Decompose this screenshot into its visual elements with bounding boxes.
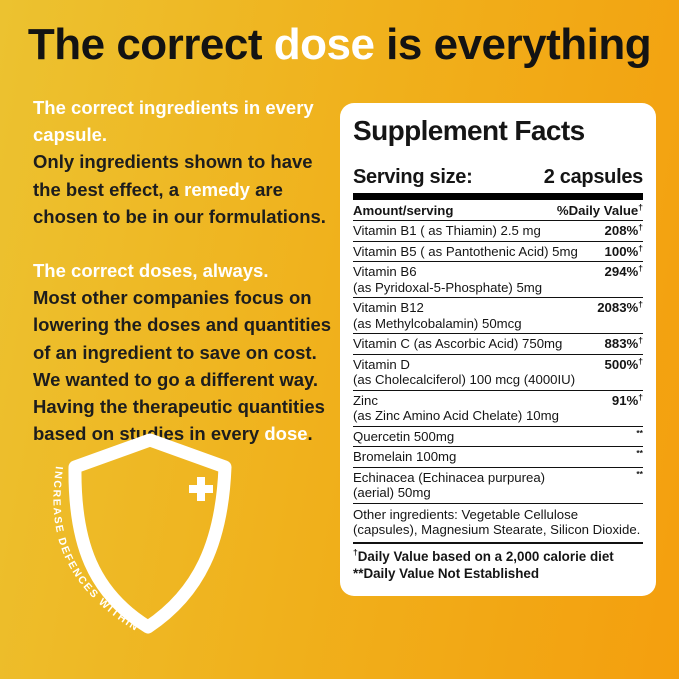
serving-size-label: Serving size:	[353, 166, 473, 188]
shield-outline	[68, 433, 232, 634]
intro-heading: The correct ingredients in every capsule…	[33, 97, 314, 146]
dosing-paragraph: The correct doses, always. Most other com…	[33, 257, 337, 447]
table-row: Echinacea (Echinacea purpurea) (aerial) 5…	[353, 468, 643, 504]
page-title: The correct dose is everything	[0, 20, 679, 70]
serving-size-row: Serving size: 2 capsules	[353, 166, 643, 189]
table-row: Vitamin B1 ( as Thiamin) 2.5 mg 208%†	[353, 221, 643, 242]
table-row: Vitamin B5 ( as Pantothenic Acid) 5mg 10…	[353, 242, 643, 262]
divider-bar	[353, 193, 643, 200]
table-row: Vitamin B6 (as Pyridoxal-5-Phosphate) 5mg…	[353, 262, 643, 298]
serving-size-value: 2 capsules	[543, 166, 644, 188]
headline-highlight: dose	[273, 20, 375, 69]
dosing-body-highlight: dose	[264, 423, 308, 445]
table-row: Vitamin D (as Cholecalciferol) 100 mcg (4…	[353, 355, 643, 391]
footnote-daily-value: †Daily Value based on a 2,000 calorie di…	[353, 546, 614, 564]
column-daily-value: %Daily Value†	[556, 202, 643, 218]
intro-paragraph: The correct ingredients in every capsule…	[33, 94, 337, 230]
footnotes: †Daily Value based on a 2,000 calorie di…	[353, 544, 643, 582]
table-row: Vitamin C (as Ascorbic Acid) 750mg 883%†	[353, 334, 643, 355]
table-row: Quercetin 500mg **	[353, 427, 643, 447]
table-row: Zinc (as Zinc Amino Acid Chelate) 10mg 91…	[353, 391, 643, 427]
table-row: Vitamin B12 (as Methylcobalamin) 50mcg 20…	[353, 298, 643, 334]
headline-post: is everything	[374, 20, 652, 69]
marketing-copy: The correct ingredients in every capsule…	[33, 94, 337, 447]
supplement-facts-title: Supplement Facts	[353, 115, 585, 146]
table-header-row: Amount/serving %Daily Value†	[353, 200, 643, 221]
dosing-body-1: Most other companies focus on lowering t…	[33, 287, 332, 445]
intro-body-1: Only ingredients shown to have the best …	[33, 151, 313, 200]
table-row: Bromelain 100mg **	[353, 447, 643, 468]
intro-body-2: are chosen to be in our formulations.	[33, 178, 326, 227]
headline-pre: The correct	[27, 20, 274, 69]
other-ingredients: Other ingredients: Vegetable Cellulose (…	[353, 504, 643, 544]
shield-badge: INCREASE DEFENCES WITHIN*	[29, 415, 254, 656]
supplement-facts-panel: Supplement Facts Serving size: 2 capsule…	[340, 103, 656, 596]
intro-body-highlight: remedy	[184, 178, 250, 200]
shield-icon: INCREASE DEFENCES WITHIN*	[29, 415, 232, 634]
plus-icon	[189, 477, 213, 501]
dosing-body-2: .	[307, 423, 313, 445]
footnote-not-established: **Daily Value Not Established	[353, 565, 540, 581]
dosing-heading: The correct doses, always.	[33, 259, 269, 281]
column-amount: Amount/serving	[353, 203, 454, 218]
